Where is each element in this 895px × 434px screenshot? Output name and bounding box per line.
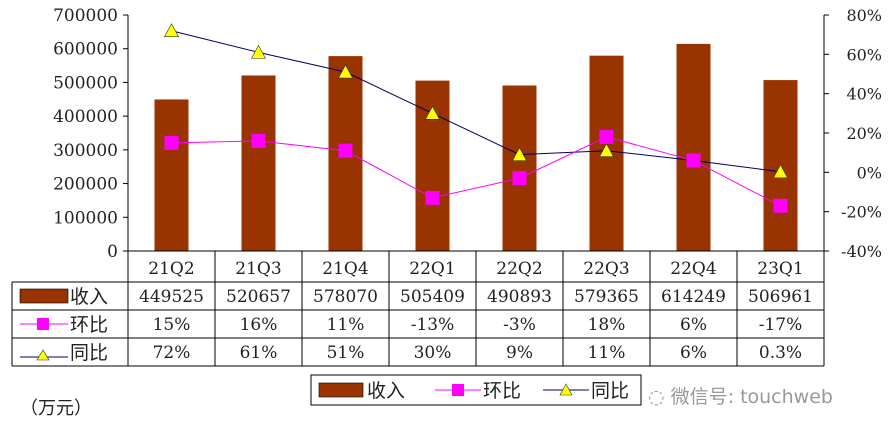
- data-label: 506961: [748, 287, 813, 307]
- marker-同比: [598, 143, 615, 157]
- left-tick-label: 200000: [53, 175, 118, 195]
- marker-环比: [338, 143, 353, 158]
- left-tick-label: 500000: [53, 73, 118, 93]
- right-tick-label: 60%: [846, 45, 882, 64]
- right-tick-label: 80%: [846, 6, 882, 25]
- left-tick-label: 700000: [53, 6, 118, 26]
- marker-环比: [512, 171, 527, 186]
- legend-label: 收入: [367, 380, 405, 402]
- watermark: ◌ 微信号: touchweb: [648, 386, 833, 408]
- legend-label: 同比: [591, 380, 629, 402]
- bar-22Q4: [676, 43, 711, 251]
- marker-环比: [686, 153, 701, 168]
- table-legend-key: [19, 288, 69, 304]
- marker-同比: [772, 164, 789, 179]
- marker-同比: [163, 23, 180, 38]
- data-label: 61%: [240, 343, 278, 363]
- category-label: 21Q2: [148, 259, 194, 279]
- category-label: 21Q3: [235, 259, 281, 279]
- data-label: 51%: [327, 343, 365, 363]
- left-tick-label: 300000: [53, 141, 118, 161]
- data-label: -13%: [411, 315, 455, 335]
- marker-环比: [773, 198, 788, 213]
- data-label: 505409: [400, 287, 465, 307]
- data-label: 520657: [226, 287, 291, 307]
- right-tick-label: -20%: [841, 203, 882, 222]
- marker-同比: [250, 44, 267, 59]
- data-label: 579365: [574, 287, 639, 307]
- data-label: 490893: [487, 287, 552, 307]
- data-label: 0.3%: [759, 343, 802, 363]
- left-tick-label: 100000: [53, 208, 118, 228]
- data-label: 18%: [588, 315, 626, 335]
- legend-label: 环比: [483, 380, 521, 402]
- right-tick-label: 0%: [857, 163, 882, 182]
- marker-环比: [425, 190, 440, 205]
- right-tick-label: 40%: [846, 85, 882, 104]
- left-tick-label: 600000: [53, 40, 118, 60]
- legend-key: [318, 382, 364, 398]
- data-label: 9%: [506, 343, 533, 363]
- right-tick-label: -40%: [841, 242, 882, 261]
- data-label: 11%: [588, 343, 626, 363]
- marker-同比: [337, 64, 354, 79]
- category-label: 22Q1: [409, 259, 455, 279]
- bar-21Q3: [241, 75, 276, 252]
- data-label: 449525: [139, 287, 204, 307]
- marker-同比: [424, 105, 441, 120]
- data-label: 6%: [680, 315, 707, 335]
- line-同比: [171, 30, 781, 173]
- data-label: -3%: [503, 315, 536, 335]
- data-label: 30%: [414, 343, 452, 363]
- category-label: 22Q2: [496, 259, 542, 279]
- category-label: 23Q1: [757, 259, 803, 279]
- table-series-name: 收入: [70, 286, 108, 308]
- data-label: 16%: [240, 315, 278, 335]
- category-label: 22Q3: [583, 259, 629, 279]
- legend-marker: [452, 384, 464, 396]
- marker-环比: [164, 135, 179, 150]
- category-label: 21Q4: [322, 259, 368, 279]
- table-legend-marker: [36, 349, 50, 361]
- table-legend-marker: [37, 318, 49, 330]
- data-label: 614249: [661, 287, 726, 307]
- marker-同比: [511, 147, 528, 161]
- data-label: 72%: [153, 343, 191, 363]
- bar-22Q2: [502, 85, 537, 251]
- data-label: 11%: [327, 315, 365, 335]
- marker-环比: [251, 133, 266, 148]
- line-环比: [171, 136, 781, 207]
- bar-21Q2: [154, 99, 189, 251]
- marker-环比: [599, 129, 614, 144]
- table-series-name: 环比: [70, 314, 108, 336]
- legend-marker: [559, 383, 573, 396]
- unit-label: （万元）: [20, 398, 92, 419]
- category-label: 22Q4: [670, 259, 716, 279]
- data-label: 15%: [153, 315, 191, 335]
- data-label: 578070: [313, 287, 378, 307]
- right-tick-label: 20%: [846, 124, 882, 143]
- table-series-name: 同比: [70, 342, 108, 364]
- left-tick-label: 0: [107, 242, 118, 262]
- watermark-text: 微信号: touchweb: [670, 386, 833, 408]
- data-label: -17%: [759, 315, 803, 335]
- data-label: 6%: [680, 343, 707, 363]
- left-tick-label: 400000: [53, 107, 118, 127]
